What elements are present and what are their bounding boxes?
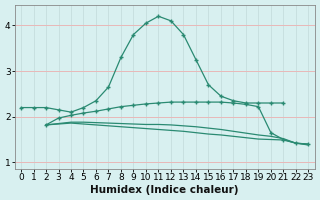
X-axis label: Humidex (Indice chaleur): Humidex (Indice chaleur) [91, 185, 239, 195]
